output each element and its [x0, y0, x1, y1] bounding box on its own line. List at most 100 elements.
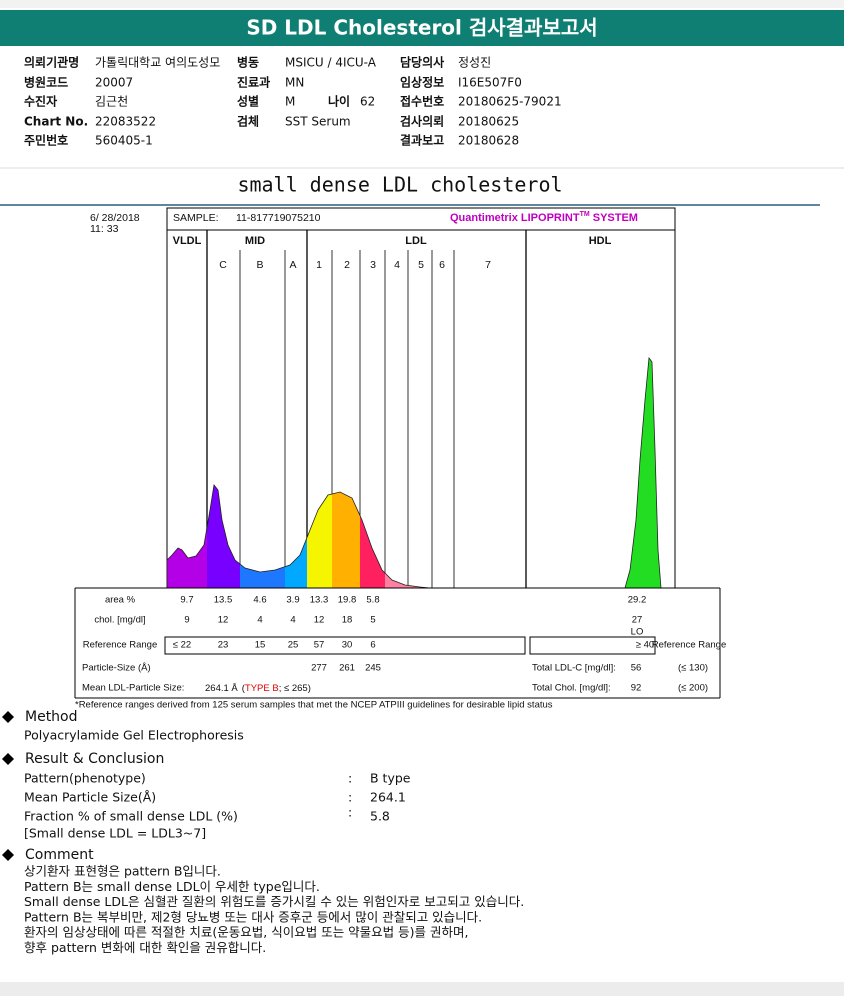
sample-label: SAMPLE: — [173, 212, 219, 224]
section-title: small dense LDL cholesterol — [237, 173, 562, 197]
group-label: HDL — [589, 235, 612, 247]
info-value: SST Serum — [285, 115, 351, 129]
fraction-label: 6 — [439, 259, 445, 271]
info-label: 의뢰기관명 — [24, 55, 79, 70]
info-value: 20007 — [95, 76, 133, 90]
fraction-label: B — [256, 259, 263, 271]
comment-line: Small dense LDL은 심혈관 질환의 위험도를 증가시킬 수 있는 … — [24, 894, 524, 909]
info-label: 결과보고 — [400, 133, 444, 148]
info-value: MN — [285, 76, 304, 90]
result-label: Pattern(phenotype) — [24, 771, 146, 786]
range-box — [164, 636, 526, 655]
cell: 25 — [288, 640, 299, 651]
result-label: Mean Particle Size(Å) — [24, 790, 156, 805]
cell: 13.5 — [214, 595, 233, 606]
cell: 15 — [255, 640, 266, 651]
comment-line: 향후 pattern 변화에 대한 확인을 권유합니다. — [24, 940, 266, 955]
fraction-label: C — [219, 259, 227, 271]
info-label: 검사의뢰 — [400, 114, 444, 129]
group-label: VLDL — [173, 235, 202, 247]
total-value: 92 — [631, 683, 642, 694]
cell: 6 — [370, 640, 375, 651]
info-label: Chart No. — [24, 115, 88, 129]
cell: 5.8 — [366, 595, 379, 606]
print-time: 11: 33 — [90, 223, 119, 235]
result-note: [Small dense LDL = LDL3~7] — [24, 826, 206, 841]
curve-region — [285, 537, 307, 588]
row-label: chol. [mg/dl] — [94, 615, 145, 626]
info-label: 담당의사 — [400, 55, 444, 70]
print-date: 6/ 28/2018 — [90, 212, 140, 224]
total-label: Total LDL-C [mg/dl]: — [532, 663, 616, 674]
row-label: area % — [105, 595, 136, 606]
bullet — [2, 849, 14, 861]
cell: 261 — [339, 663, 355, 674]
total-range: (≤ 200) — [678, 683, 708, 694]
fraction-label: 3 — [370, 259, 376, 271]
mean-value: 264.1 Å — [205, 683, 238, 694]
brand-tm: TM — [580, 211, 590, 218]
footnote: *Reference ranges derived from 125 serum… — [75, 700, 553, 711]
info-value: 20180628 — [458, 134, 519, 148]
info-value: MSICU / 4ICU-A — [285, 56, 377, 70]
fraction-label: A — [289, 259, 296, 271]
hdl-cell: 29.2 — [628, 595, 647, 606]
info-value: 20180625 — [458, 115, 519, 129]
cell: 23 — [218, 640, 229, 651]
cell: 4 — [257, 615, 262, 626]
info-label: 임상정보 — [400, 75, 444, 90]
hdl-peak — [624, 356, 662, 589]
cell: 9.7 — [180, 595, 193, 606]
sample-id: 11-817719075210 — [236, 212, 321, 224]
curve-region — [360, 515, 385, 588]
total-range: (≤ 130) — [678, 663, 708, 674]
bottom-strip — [0, 982, 844, 996]
info-label: 나이 — [328, 94, 350, 109]
report-title: SD LDL Cholesterol 검사결과보고서 — [246, 16, 597, 40]
info-label: 주민번호 — [24, 133, 68, 148]
curve-region — [332, 492, 360, 588]
cell: ≤ 22 — [173, 640, 191, 651]
info-value: 62 — [360, 95, 375, 109]
section-heading: Comment — [25, 847, 94, 863]
total-label: Total Chol. [mg/dl]: — [532, 683, 611, 694]
info-label: 병동 — [237, 55, 259, 70]
info-value: I16E507F0 — [458, 76, 522, 90]
result-sep: : — [348, 790, 352, 805]
comment-line: Pattern B는 복부비만, 제2형 당뇨병 또는 대사 증후군 등에서 많… — [24, 909, 482, 924]
group-label: LDL — [405, 235, 427, 247]
cell: 30 — [342, 640, 353, 651]
brand-name: Quantimetrix LIPOPRINT — [450, 212, 580, 224]
cell: 19.8 — [338, 595, 357, 606]
bullet — [2, 753, 14, 765]
cell: 9 — [184, 615, 189, 626]
range-box — [529, 636, 656, 655]
comment-line: Pattern B는 small dense LDL이 우세한 type입니다. — [24, 879, 320, 894]
cell: 18 — [342, 615, 353, 626]
curve-region — [307, 494, 332, 588]
info-label: 검체 — [237, 114, 259, 129]
curve-outline — [166, 484, 431, 589]
cell: 13.3 — [310, 595, 329, 606]
section-heading: Result & Conclusion — [25, 751, 164, 767]
fraction-label: 4 — [394, 259, 400, 271]
cell: 277 — [311, 663, 327, 674]
section-heading: Method — [25, 709, 78, 725]
comment-line: 환자의 임상상태에 따른 적절한 치료(운동요법, 식이요법 또는 약물요법 등… — [24, 925, 468, 940]
brand: Quantimetrix LIPOPRINTTM SYSTEM — [450, 211, 638, 224]
cell: 57 — [314, 640, 325, 651]
mean-size: 264.1 Å (TYPE B; ≤ 265) — [205, 683, 311, 694]
title-bar — [0, 10, 844, 46]
fraction-label: 7 — [485, 259, 491, 271]
info-label: 수진자 — [24, 94, 57, 109]
curve-region — [207, 485, 240, 588]
result-value: 5.8 — [370, 809, 390, 824]
result-label: Fraction % of small dense LDL (%) — [24, 809, 238, 824]
row-label: Reference Range — [83, 640, 157, 651]
info-value: 정성진 — [458, 56, 491, 70]
total-value: 56 — [631, 663, 642, 674]
info-label: 접수번호 — [400, 94, 444, 109]
cell: 12 — [314, 615, 325, 626]
